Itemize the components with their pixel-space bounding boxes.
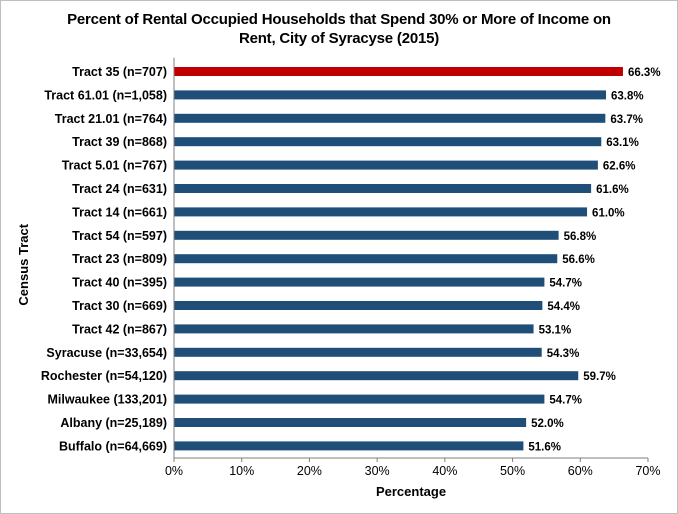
category-label: Albany (n=25,189) [60, 416, 167, 430]
bar [174, 160, 598, 170]
bar [174, 347, 542, 357]
bar [174, 67, 623, 76]
category-label: Tract 42 (n=867) [72, 322, 167, 336]
x-tick-label: 70% [635, 464, 660, 478]
x-tick-label: 20% [297, 464, 322, 478]
x-tick-label: 10% [229, 464, 254, 478]
bar [174, 113, 606, 123]
x-tick-label: 0% [165, 464, 183, 478]
chart-title-line-2: Rent, City of Syracyse (2015) [238, 30, 440, 47]
data-label: 56.8% [564, 231, 597, 243]
category-label: Tract 35 (n=707) [72, 65, 167, 79]
data-label: 59.7% [583, 371, 616, 383]
data-label: 53.1% [539, 324, 572, 336]
data-labels-group: 66.3% 63.8% 63.7% 63.1% 62.6% 61.6% 61.0% 56.8%… [528, 67, 660, 453]
data-label: 52.0% [531, 418, 564, 430]
x-tick-label: 40% [432, 464, 457, 478]
bar [174, 230, 559, 240]
category-labels-group: Tract 35 (n=707) Tract 61.01 (n=1,058) Tra… [41, 65, 167, 453]
bar [174, 441, 524, 451]
x-tick-label: 30% [365, 464, 390, 478]
bar [174, 277, 545, 287]
bar [174, 418, 527, 427]
chart-title: Percent of Rental Occupied Households th… [0, 10, 678, 48]
bar [174, 324, 534, 334]
category-label: Tract 54 (n=597) [72, 229, 167, 243]
category-label: Tract 23 (n=809) [72, 252, 167, 266]
category-label: Tract 61.01 (n=1,058) [44, 88, 167, 102]
category-label: Tract 40 (n=395) [72, 276, 167, 290]
category-label: Rochester (n=54,120) [41, 369, 167, 383]
data-label: 63.7% [610, 114, 643, 126]
category-label: Tract 5.01 (n=767) [62, 159, 167, 173]
data-label: 61.6% [596, 184, 629, 196]
data-label: 54.4% [547, 301, 580, 313]
y-axis-label: Census Tract [16, 223, 31, 305]
data-label: 66.3% [628, 67, 661, 79]
data-label: 54.7% [549, 278, 582, 290]
data-label: 54.7% [549, 395, 582, 407]
chart-title-line-1: Percent of Rental Occupied Households th… [67, 11, 611, 28]
x-tick-labels-group: 0% 10% 20% 30% 40% 50% 60% 70% [165, 458, 661, 478]
category-label: Tract 21.01 (n=764) [55, 112, 167, 126]
data-label: 51.6% [528, 441, 561, 453]
data-label: 54.3% [547, 348, 580, 360]
category-label: Tract 24 (n=631) [72, 182, 167, 196]
x-axis-label: Percentage [376, 484, 446, 499]
category-label: Milwaukee (133,201) [47, 393, 167, 407]
data-label: 63.1% [606, 137, 639, 149]
x-tick-label: 60% [568, 464, 593, 478]
bars-group [174, 67, 623, 451]
category-label: Tract 14 (n=661) [72, 205, 167, 219]
bar [174, 207, 588, 217]
data-label: 61.0% [592, 207, 625, 219]
category-label: Tract 39 (n=868) [72, 135, 167, 149]
bar [174, 90, 607, 100]
bar [174, 184, 592, 193]
data-label: 63.8% [611, 90, 644, 102]
bar [174, 301, 543, 310]
data-label: 56.6% [562, 254, 595, 266]
category-label: Tract 30 (n=669) [72, 299, 167, 313]
category-label: Buffalo (n=64,669) [59, 439, 167, 453]
category-label: Syracuse (n=33,654) [46, 346, 167, 360]
x-tick-label: 50% [500, 464, 525, 478]
data-label: 62.6% [603, 161, 636, 173]
bar [174, 371, 579, 381]
bar [174, 254, 558, 264]
bar [174, 394, 545, 404]
bar [174, 137, 602, 147]
